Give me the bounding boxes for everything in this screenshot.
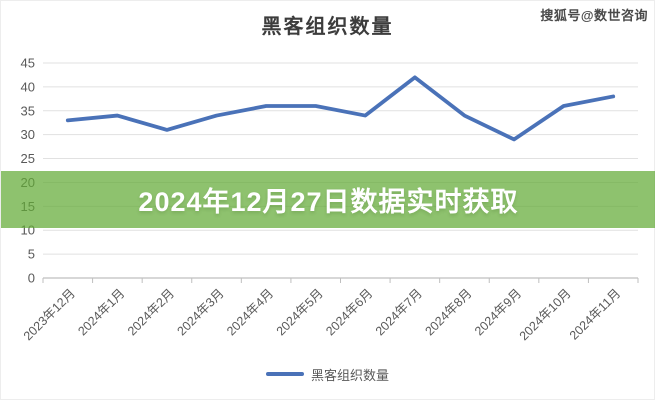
x-tick-label: 2024年8月 [422, 286, 474, 338]
x-tick-label: 2024年3月 [175, 286, 227, 338]
x-tick-label: 2024年5月 [274, 286, 326, 338]
overlay-banner: 2024年12月27日数据实时获取 [1, 171, 655, 228]
watermark: 搜狐号@数世咨询 [540, 8, 648, 23]
y-tick-label: 30 [21, 127, 35, 142]
y-tick-label: 35 [21, 103, 35, 118]
banner-text: 2024年12月27日数据实时获取 [138, 187, 519, 217]
page-title: 黑客组织数量 [261, 16, 394, 38]
x-tick-label: 2024年6月 [323, 286, 375, 338]
x-tick-label: 2024年11月 [567, 286, 623, 342]
x-tick-label: 2023年12月 [21, 286, 78, 343]
x-tick-label: 2024年4月 [224, 286, 276, 338]
y-tick-label: 5 [28, 247, 35, 262]
data-line [65, 75, 616, 142]
x-tick-label: 2024年1月 [75, 286, 127, 338]
legend-label: 黑客组织数量 [310, 367, 389, 383]
x-tick-label: 2024年10月 [517, 286, 574, 343]
y-tick-label: 25 [21, 151, 35, 166]
legend: 黑客组织数量 [1, 365, 654, 383]
legend-line-swatch [265, 372, 304, 376]
x-tick-label: 2024年7月 [373, 286, 425, 338]
x-tick-label: 2024年9月 [472, 286, 524, 338]
y-tick-label: 0 [28, 271, 35, 286]
y-tick-label: 45 [21, 56, 35, 71]
y-tick-label: 40 [21, 79, 35, 94]
x-tick-label: 2024年2月 [125, 286, 177, 338]
